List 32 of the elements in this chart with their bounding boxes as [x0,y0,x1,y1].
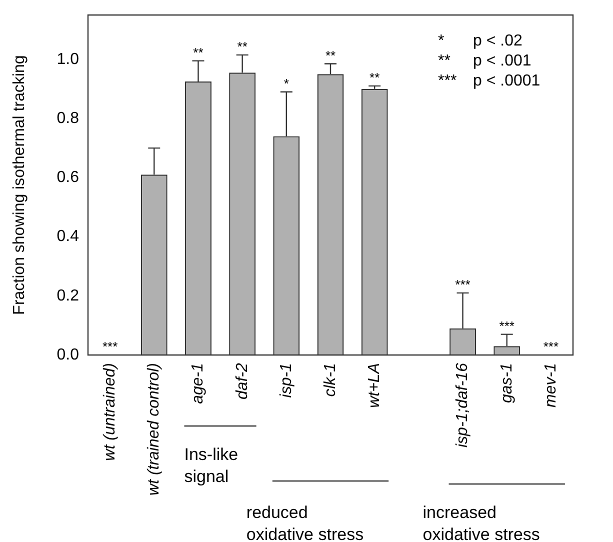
text: * p < .02 [438,32,522,50]
annotation: *** [455,276,470,292]
y-tick-label: 1.0 [56,50,80,68]
y-tick-label: 0.4 [56,228,80,246]
x-tick-label: daf-2 [234,362,251,400]
text: reduced oxidative stress [246,503,364,542]
x-tick-label: wt (untrained) [102,363,118,461]
annotation: *** [102,339,118,354]
y-tick-label: 0.6 [56,169,80,186]
annotation: ** [370,70,380,86]
annotation: *** [499,318,514,334]
x-tick-label: wt (trained control) [146,363,163,496]
x-tick-label: isp-1 [278,363,295,398]
annotation: *** [543,339,559,354]
x-tick-label: gas-1 [498,363,516,404]
annotation: *** p < .0001 [438,72,540,90]
text: Ins-like signal [184,445,238,486]
y-axis-title: Fraction showing isothermal tracking [11,55,28,315]
y-tick-label: 0.0 [56,346,80,364]
x-tick-label: clk-1 [322,363,339,397]
x-tick-label: wt+LA [366,363,384,408]
annotation: ** [325,48,336,63]
text: ** p < .001 [438,52,532,70]
annotation: ** [237,38,248,54]
x-tick-label: age-1 [190,363,207,404]
x-tick-label: mev-1 [542,363,560,408]
text: increased oxidative stress [422,503,540,542]
x-tick-label: isp-1;daf-16 [454,362,472,448]
y-tick-label: 0.8 [56,110,80,127]
y-tick-label: 0.2 [56,287,80,304]
annotation: * [284,76,289,91]
annotation: ** [193,44,204,60]
